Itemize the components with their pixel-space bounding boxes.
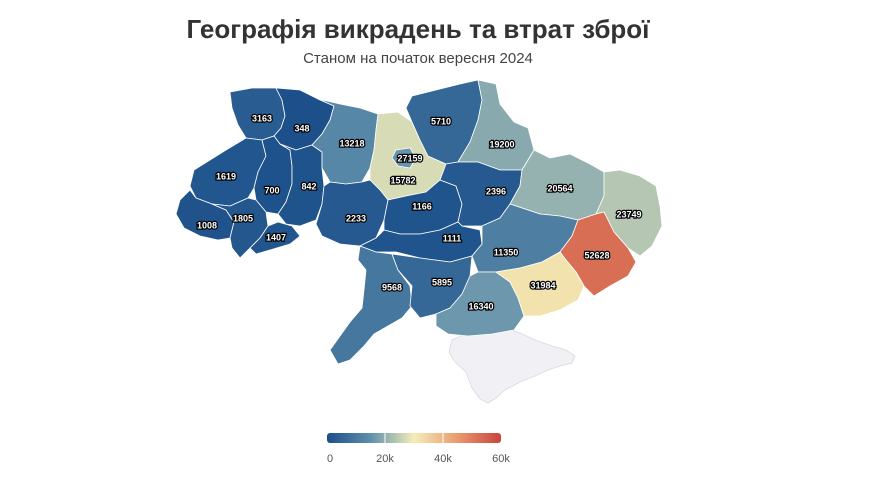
region-kirovohrad[interactable] <box>359 221 483 263</box>
value-label-kharkiv: 20564 <box>547 183 572 193</box>
value-label-khmelnytskyi: 842 <box>301 181 316 191</box>
value-label-ternopil: 700 <box>264 185 279 195</box>
value-label-ivano-frankivsk: 1805 <box>233 213 253 223</box>
value-label-volyn: 3163 <box>252 113 272 123</box>
value-label-odesa: 9568 <box>382 282 402 292</box>
region-crimea <box>448 327 576 404</box>
value-label-chernihiv: 5710 <box>431 116 451 126</box>
value-label-zaporizhzhia: 31984 <box>530 280 555 290</box>
region-zakarpattia[interactable] <box>175 189 235 241</box>
value-label-vinnytsia: 2233 <box>346 213 366 223</box>
value-label-luhansk: 23749 <box>616 209 641 219</box>
value-label-chernivtsi: 1407 <box>266 232 286 242</box>
value-label-lviv: 1619 <box>216 171 236 181</box>
value-label-kherson: 16340 <box>468 301 493 311</box>
value-label-kirovohrad: 1111 <box>443 233 462 243</box>
value-label-zakarpattia: 1008 <box>197 220 217 230</box>
value-label-zhytomyr: 13218 <box>339 138 364 148</box>
value-label-poltava: 2396 <box>486 186 506 196</box>
value-label-rivne: 348 <box>294 123 309 133</box>
value-label-sumy: 19200 <box>489 139 514 149</box>
chart-subtitle: Станом на початок вересня 2024 <box>303 50 533 67</box>
value-label-dnipropetrovsk: 11350 <box>494 247 519 257</box>
chart-title: Географія викрадень та втрат зброї <box>186 14 650 44</box>
value-label-donetsk: 52628 <box>584 250 609 260</box>
value-label-mykolaiv: 5895 <box>432 277 452 287</box>
value-label-kyiv-city: 15782 <box>390 175 415 185</box>
value-label-cherkasy: 1166 <box>412 201 432 211</box>
value-label-kyiv-oblast: 27159 <box>397 153 422 163</box>
region-kyiv-city[interactable] <box>391 147 417 169</box>
region-chernivtsi[interactable] <box>249 221 301 255</box>
region-zaporizhzhia[interactable] <box>495 251 585 317</box>
